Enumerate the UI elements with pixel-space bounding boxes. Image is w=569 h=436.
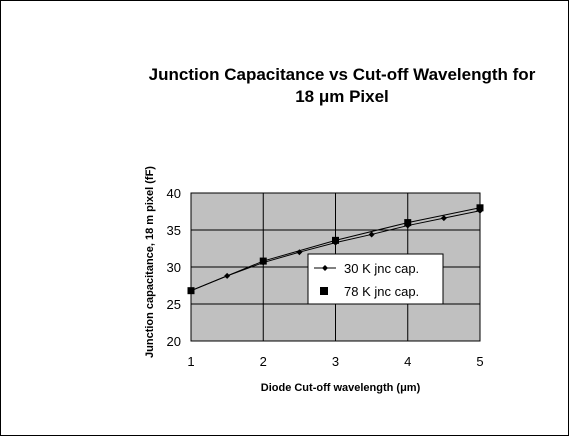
series-layer [187,204,484,295]
y-tick-label: 35 [167,223,181,238]
legend-label: 30 K jnc cap. [344,261,419,276]
x-axis-label: Diode Cut-off wavelength (μm) [261,382,421,394]
series-2 [187,204,484,295]
legend-square-marker [320,287,328,295]
legend-diamond-marker [322,265,328,271]
data-point-square [404,219,412,227]
legend: 30 K jnc cap. 78 K jnc cap. [307,253,444,305]
y-tick-label: 30 [167,260,181,275]
x-tick-label: 3 [332,354,339,369]
y-axis-label: Junction capacitance, 18 m pixel (fF) [144,166,156,358]
legend-item: 78 K jnc cap. [320,284,419,299]
data-point-square [332,236,339,244]
data-point-diamond [368,231,375,238]
legend-item: 30 K jnc cap. [314,261,419,276]
data-point-square [187,287,195,295]
data-point-diamond [440,215,447,222]
y-tick-labels: 20 25 30 35 40 [167,186,181,349]
x-tick-label: 2 [260,354,267,369]
chart-title: Junction Capacitance vs Cut-off Waveleng… [148,65,536,106]
legend-box [307,253,444,305]
y-tick-label: 40 [167,186,181,201]
x-tick-label: 1 [187,354,194,369]
y-tick-label: 20 [167,334,181,349]
data-point-square [476,204,484,212]
legend-label: 78 K jnc cap. [344,284,419,299]
x-tick-label: 5 [476,354,483,369]
x-tick-labels: 1 2 3 4 5 [187,354,483,369]
y-tick-label: 25 [167,297,181,312]
x-tick-label: 4 [404,354,411,369]
data-point-square [259,257,267,265]
